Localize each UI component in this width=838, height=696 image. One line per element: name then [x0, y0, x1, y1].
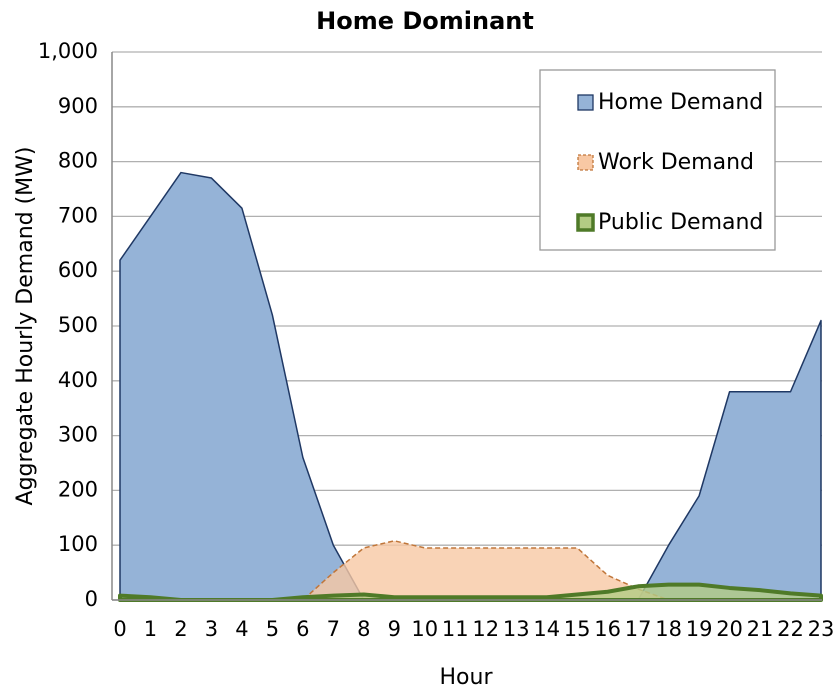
legend: Home Demand Work Demand Public Demand	[539, 69, 776, 251]
x-axis-label: Hour	[440, 665, 494, 690]
x-tick-label: 6	[296, 617, 309, 641]
x-tick-label: 16	[594, 617, 621, 641]
x-tick-label: 14	[533, 617, 560, 641]
y-tick-label: 600	[58, 258, 98, 282]
x-tick-label: 7	[327, 617, 340, 641]
x-tick-label: 21	[747, 617, 774, 641]
y-tick-label: 0	[85, 587, 98, 611]
legend-swatch	[576, 213, 595, 232]
x-tick-label: 23	[808, 617, 835, 641]
x-tick-label: 19	[686, 617, 713, 641]
x-tick-label: 3	[205, 617, 218, 641]
y-axis-label: Aggregate Hourly Demand (MW)	[13, 147, 38, 506]
y-tick-label: 100	[58, 532, 98, 556]
legend-label: Public Demand	[598, 210, 763, 235]
x-tick-label: 5	[266, 617, 279, 641]
y-tick-label: 400	[58, 368, 98, 392]
x-tick-label: 0	[113, 617, 126, 641]
x-tick-label: 8	[357, 617, 370, 641]
legend-swatch	[577, 154, 594, 171]
y-tick-label: 500	[58, 313, 98, 337]
legend-label: Home Demand	[598, 90, 763, 115]
legend-label: Work Demand	[598, 150, 754, 175]
y-tick-label: 300	[58, 423, 98, 447]
y-tick-label: 800	[58, 149, 98, 173]
x-tick-label: 18	[655, 617, 682, 641]
x-tick-label: 22	[777, 617, 804, 641]
x-tick-label: 9	[388, 617, 401, 641]
chart-title: Home Dominant	[316, 7, 534, 35]
x-tick-label: 17	[625, 617, 652, 641]
x-tick-label: 20	[716, 617, 743, 641]
x-tick-label: 1	[144, 617, 157, 641]
x-tick-label: 11	[442, 617, 469, 641]
x-tick-label: 4	[235, 617, 248, 641]
y-tick-label: 1,000	[38, 39, 98, 63]
legend-swatch	[577, 94, 594, 111]
y-tick-label: 200	[58, 477, 98, 501]
x-tick-label: 2	[174, 617, 187, 641]
x-tick-label: 10	[411, 617, 438, 641]
x-tick-label: 13	[503, 617, 530, 641]
x-tick-label: 15	[564, 617, 591, 641]
y-tick-label: 700	[58, 203, 98, 227]
x-tick-label: 12	[472, 617, 499, 641]
y-tick-label: 900	[58, 94, 98, 118]
